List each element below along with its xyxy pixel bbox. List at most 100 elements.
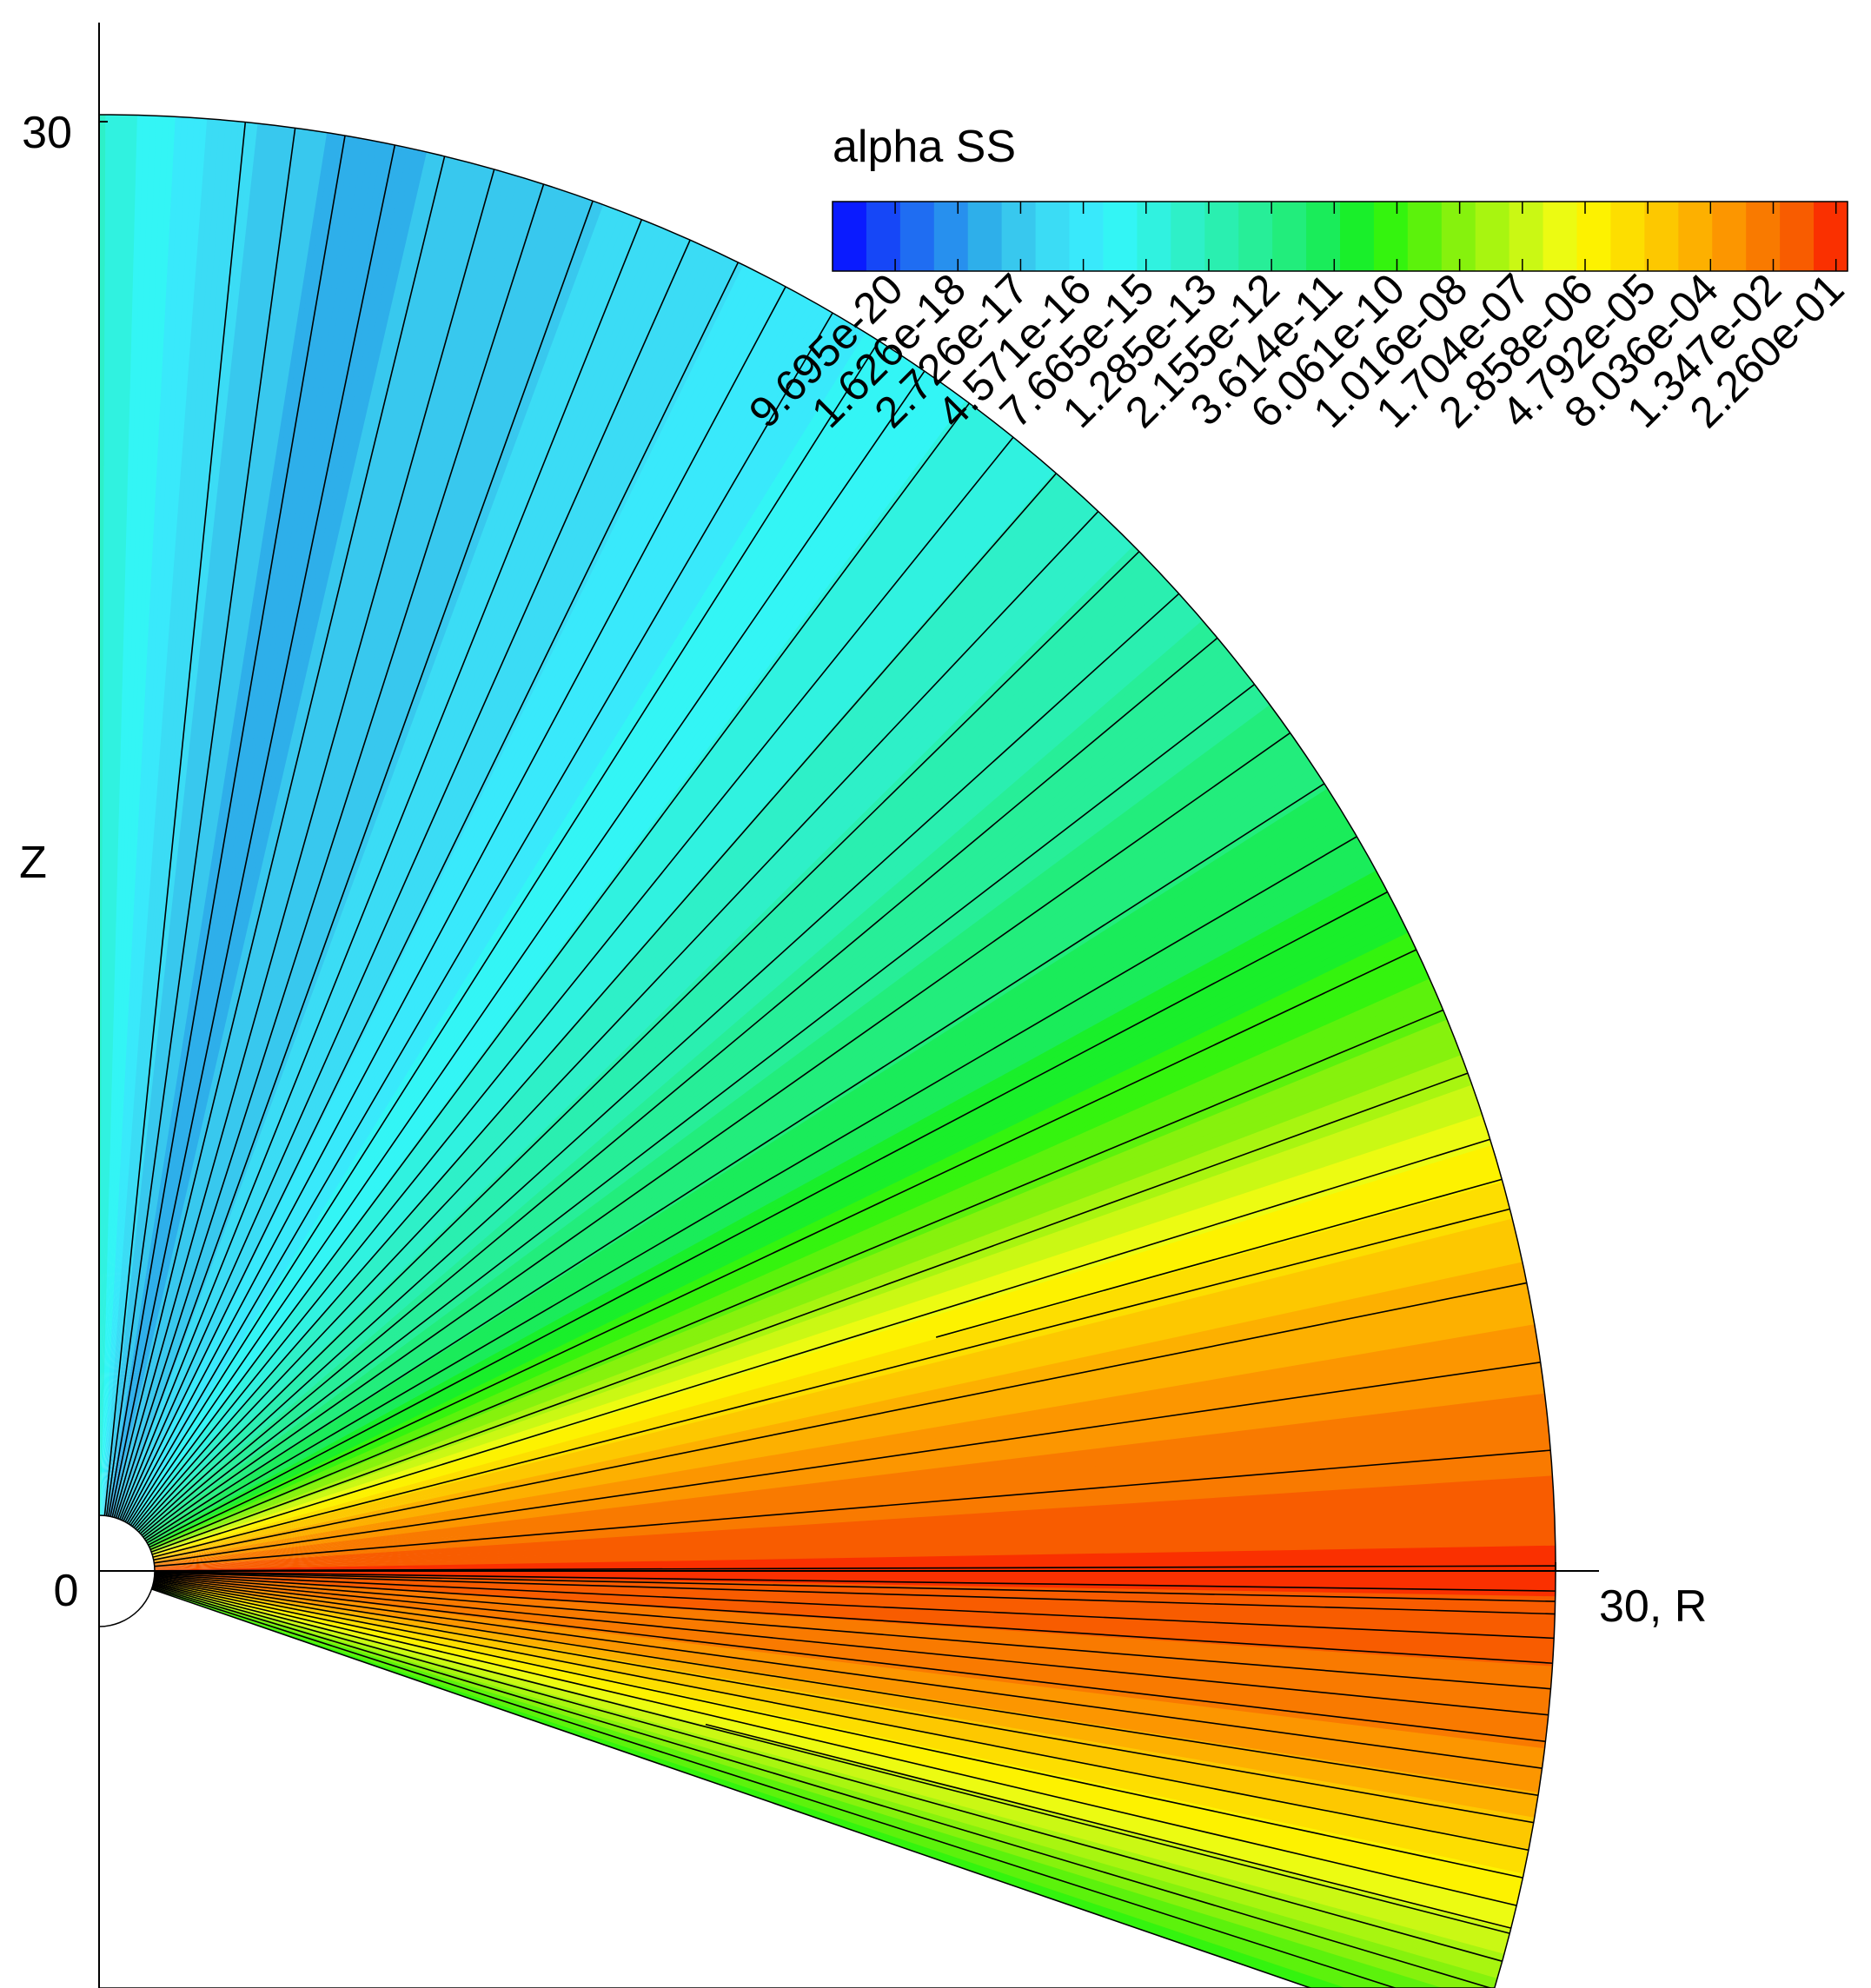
field-wedge bbox=[99, 222, 741, 1571]
field-wedge bbox=[99, 801, 1381, 1571]
field-wedge bbox=[99, 115, 190, 1571]
field-wedge bbox=[99, 562, 1204, 1572]
field-wedge bbox=[99, 746, 1347, 1571]
field-wedge bbox=[99, 774, 1364, 1571]
field-line bbox=[154, 1565, 1556, 1572]
colorbar-cell bbox=[1306, 202, 1341, 271]
field-wedge bbox=[99, 704, 1317, 1571]
field-wedge bbox=[99, 248, 793, 1572]
field-wedge bbox=[99, 1571, 1556, 1843]
field-line bbox=[151, 1587, 1536, 1988]
field-wedge bbox=[99, 1571, 1556, 1786]
field-wedge bbox=[99, 235, 771, 1572]
y-axis-label: Z bbox=[19, 838, 47, 888]
colorbar: alpha SS 9.695e-201.626e-182.726e-174.57… bbox=[740, 122, 1853, 437]
field-wedge bbox=[99, 115, 307, 1571]
field-wedge bbox=[99, 115, 397, 1571]
field-wedge bbox=[99, 1571, 1555, 1907]
field-wedge bbox=[99, 117, 441, 1571]
field-wedge bbox=[99, 1571, 1556, 1630]
field-wedge bbox=[99, 115, 275, 1571]
field-wedge bbox=[99, 176, 634, 1571]
field-line bbox=[113, 118, 509, 1518]
field-wedge bbox=[99, 441, 1078, 1571]
field-wedge bbox=[99, 1571, 1516, 1988]
field-line bbox=[153, 1581, 1556, 1890]
field-wedge bbox=[99, 939, 1454, 1571]
field-wedge bbox=[99, 1571, 1536, 1976]
field-line bbox=[105, 115, 303, 1516]
field-wedge bbox=[99, 115, 223, 1571]
field-wedge bbox=[99, 1571, 1556, 1792]
colorbar-cell bbox=[899, 202, 935, 271]
field-wedge bbox=[99, 394, 1023, 1572]
field-wedge bbox=[99, 224, 747, 1572]
field-wedge bbox=[99, 497, 1140, 1571]
field-wedge bbox=[99, 779, 1368, 1571]
field-wedge bbox=[99, 1571, 1556, 1824]
field-wedge bbox=[99, 548, 1191, 1571]
field-wedge bbox=[99, 841, 1403, 1571]
field-wedge bbox=[99, 1571, 1528, 1988]
field-wedge bbox=[99, 951, 1459, 1571]
field-wedge bbox=[99, 586, 1225, 1571]
field-line bbox=[705, 1723, 1545, 1938]
field-wedge bbox=[99, 419, 1053, 1571]
field-wedge bbox=[99, 115, 242, 1571]
field-wedge bbox=[99, 945, 1456, 1571]
field-wedge bbox=[99, 636, 1266, 1572]
field-wedge bbox=[99, 432, 1068, 1571]
field-wedge bbox=[99, 1571, 1514, 1988]
field-wedge bbox=[99, 553, 1195, 1571]
field-line bbox=[108, 115, 355, 1517]
field-wedge bbox=[99, 1571, 1556, 1733]
field-wedge bbox=[99, 1571, 1556, 1662]
field-wedge bbox=[99, 158, 585, 1571]
field-wedge bbox=[99, 1571, 1518, 1988]
field-wedge bbox=[99, 115, 216, 1571]
field-line bbox=[138, 514, 1178, 1533]
field-wedge bbox=[99, 1571, 1556, 1805]
field-wedge bbox=[99, 115, 138, 1571]
field-wedge bbox=[99, 299, 884, 1571]
field-wedge bbox=[99, 337, 944, 1571]
field-wedge bbox=[99, 352, 965, 1572]
field-wedge bbox=[99, 403, 1033, 1572]
field-wedge bbox=[99, 213, 724, 1572]
field-wedge bbox=[99, 785, 1371, 1571]
field-wedge bbox=[99, 507, 1150, 1571]
field-line bbox=[152, 1585, 1553, 1977]
field-wedge bbox=[99, 115, 339, 1571]
field-wedge bbox=[99, 812, 1388, 1571]
field-wedge bbox=[99, 242, 782, 1572]
field-wedge bbox=[99, 1571, 1556, 1597]
field-wedge bbox=[99, 115, 145, 1571]
colorbar-cell bbox=[1610, 202, 1645, 271]
field-line bbox=[935, 1169, 1536, 1338]
field-wedge bbox=[99, 922, 1445, 1571]
field-wedge bbox=[99, 768, 1361, 1571]
field-wedge bbox=[99, 295, 879, 1571]
field-wedge bbox=[99, 796, 1377, 1571]
field-line bbox=[154, 1572, 1556, 1617]
field-wedge bbox=[99, 641, 1271, 1572]
field-wedge bbox=[99, 269, 833, 1572]
field-wedge bbox=[99, 115, 132, 1571]
field-wedge bbox=[99, 807, 1384, 1571]
field-line bbox=[111, 115, 458, 1518]
field-wedge bbox=[99, 208, 712, 1571]
field-wedge bbox=[99, 1571, 1556, 1837]
colorbar-cell bbox=[1103, 202, 1138, 271]
field-wedge bbox=[99, 457, 1098, 1572]
field-wedge bbox=[99, 1571, 1556, 1894]
y-tick-label-0: 0 bbox=[54, 1566, 79, 1616]
field-wedge bbox=[99, 288, 867, 1571]
field-wedge bbox=[99, 250, 799, 1571]
field-wedge bbox=[99, 453, 1092, 1571]
field-wedge bbox=[99, 1571, 1556, 1669]
field-wedge bbox=[99, 137, 517, 1572]
field-wedge bbox=[99, 474, 1117, 1572]
field-wedge bbox=[99, 466, 1107, 1571]
field-wedge bbox=[99, 142, 535, 1572]
field-wedge bbox=[99, 115, 119, 1571]
